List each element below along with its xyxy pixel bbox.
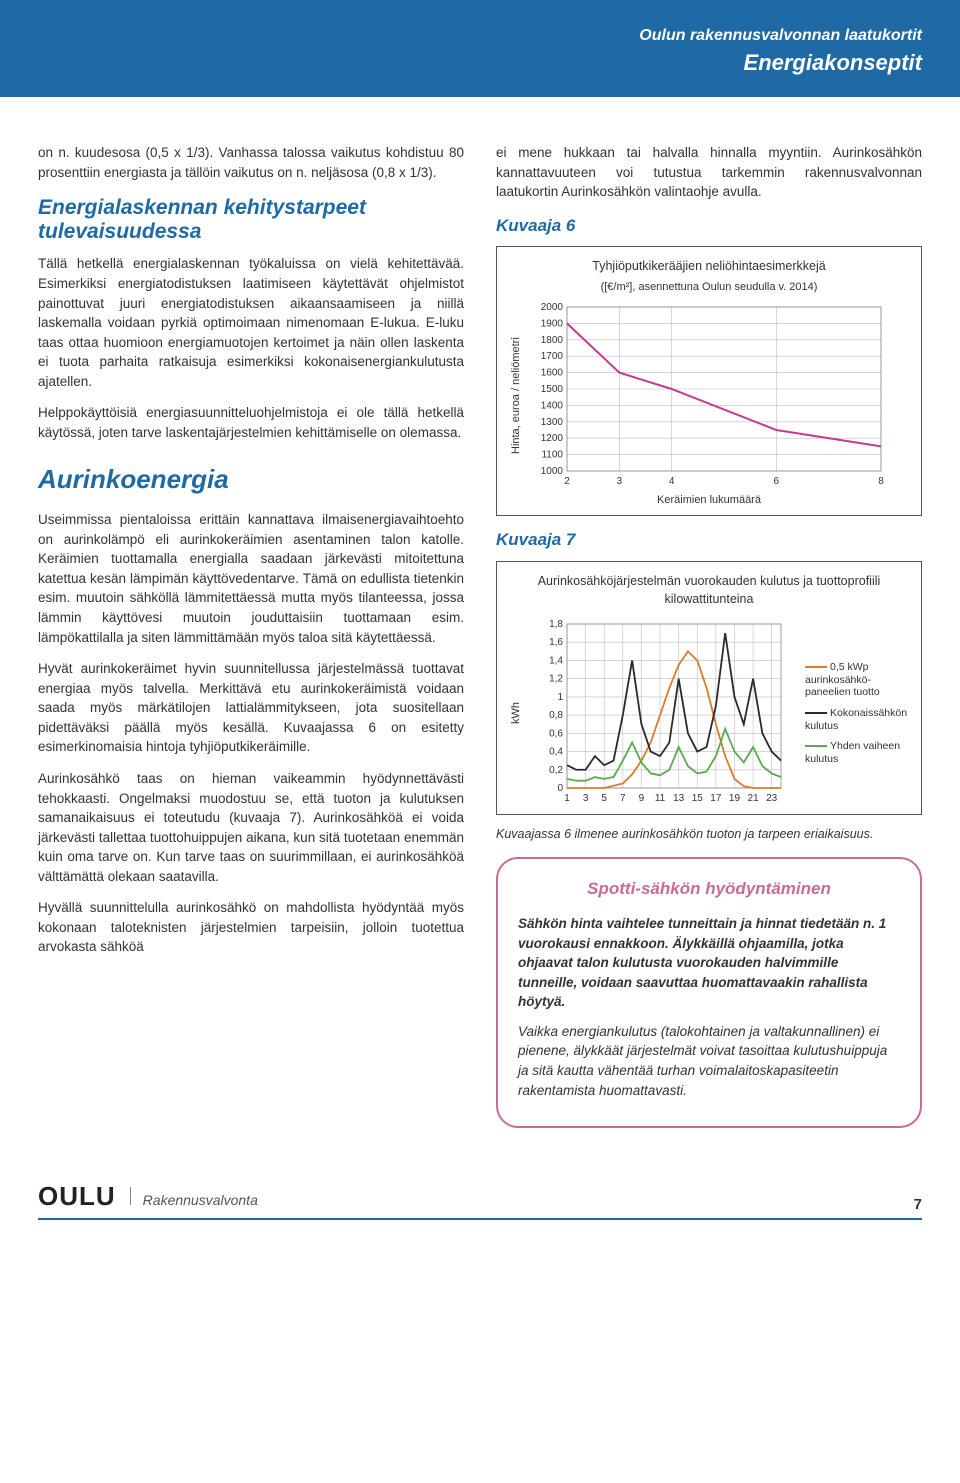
callout-paragraph: Sähkön hinta vaihtelee tunneittain ja hi… [518,914,900,1012]
svg-text:0,4: 0,4 [549,747,563,758]
svg-text:13: 13 [673,793,685,804]
chart7-container: Aurinkosähköjärjestelmän vuorokauden kul… [496,561,922,815]
svg-text:1,2: 1,2 [549,674,563,685]
svg-text:15: 15 [692,793,704,804]
svg-text:1: 1 [564,793,570,804]
body-paragraph: Aurinkosähkö taas on hieman vaikeammin h… [38,769,464,886]
legend-item: 0,5 kWp aurinkosähkö-paneelien tuotto [805,661,911,699]
svg-text:1000: 1000 [541,466,564,477]
svg-text:17: 17 [710,793,722,804]
svg-text:8: 8 [878,476,884,487]
chart6-xlabel: Keräimien lukumäärä [507,493,911,509]
svg-text:23: 23 [766,793,778,804]
svg-text:19: 19 [729,793,741,804]
body-paragraph: ei mene hukkaan tai halvalla hinnalla my… [496,143,922,202]
svg-text:6: 6 [773,476,779,487]
left-column: on n. kuudesosa (0,5 x 1/3). Vanhassa ta… [38,143,464,1128]
header-band: Oulun rakennusvalvonnan laatukortit Ener… [0,0,960,97]
svg-text:0,8: 0,8 [549,710,563,721]
svg-text:1,4: 1,4 [549,656,563,667]
svg-text:1900: 1900 [541,319,564,330]
chart7-plot: 00,20,40,60,811,21,41,61,813579111315171… [527,618,801,808]
legend-item: Yhden vaiheen kulutus [805,740,911,765]
svg-text:1200: 1200 [541,434,564,445]
callout-paragraph: Vaikka energiankulutus (talokohtainen ja… [518,1022,900,1100]
svg-text:3: 3 [616,476,622,487]
svg-text:1,8: 1,8 [549,619,563,630]
chart6-plot: 1000 1100 1200 1300 1400 1500 1600 1700 1800 1900… [527,301,911,491]
page-body: on n. kuudesosa (0,5 x 1/3). Vanhassa ta… [0,143,960,1250]
legend-item: Kokonaissähkön kulutus [805,707,911,732]
svg-text:4: 4 [669,476,675,487]
svg-text:1300: 1300 [541,417,564,428]
svg-text:1700: 1700 [541,352,564,363]
body-paragraph: Hyvällä suunnittelulla aurinkosähkö on m… [38,898,464,957]
header-title: Energiakonseptit [38,47,922,79]
chart-caption: Kuvaajassa 6 ilmenee aurinkosähkön tuoto… [496,825,922,843]
svg-text:0,2: 0,2 [549,765,563,776]
svg-text:11: 11 [655,793,666,804]
right-column: ei mene hukkaan tai halvalla hinnalla my… [496,143,922,1128]
chart6-ylabel: Hinta, euroa / neliömetri [507,301,527,491]
chart-heading: Kuvaaja 7 [496,528,922,553]
section-heading: Energialaskennan kehitystarpeet tulevais… [38,196,464,244]
body-paragraph: Helppokäyttöisiä energiasuunnitteluohjel… [38,403,464,442]
footer-logo: OULU [38,1178,116,1216]
chart7-ylabel: kWh [507,618,527,808]
svg-text:7: 7 [620,793,626,804]
chart6-subtitle: ([€/m²], asennettuna Oulun seudulla v. 2… [507,280,911,296]
svg-text:1800: 1800 [541,335,564,346]
page-number: 7 [914,1194,922,1216]
svg-text:1400: 1400 [541,401,564,412]
svg-text:3: 3 [583,793,589,804]
header-subtitle: Oulun rakennusvalvonnan laatukortit [38,24,922,47]
section-heading-large: Aurinkoenergia [38,461,464,499]
chart6-container: Tyhjiöputkikerääjien neliöhintaesimerkke… [496,246,922,516]
svg-text:0,6: 0,6 [549,729,563,740]
svg-text:1100: 1100 [541,450,563,461]
body-paragraph: Hyvät aurinkokeräimet hyvin suunnitellus… [38,659,464,757]
svg-text:21: 21 [747,793,759,804]
svg-text:5: 5 [601,793,607,804]
body-paragraph: Tällä hetkellä energialaskennan työkalui… [38,254,464,391]
svg-text:1500: 1500 [541,384,564,395]
chart7-title: Aurinkosähköjärjestelmän vuorokauden kul… [507,572,911,614]
chart-heading: Kuvaaja 6 [496,214,922,239]
body-paragraph: on n. kuudesosa (0,5 x 1/3). Vanhassa ta… [38,143,464,182]
svg-text:2: 2 [564,476,570,487]
svg-text:2000: 2000 [541,302,564,313]
svg-text:9: 9 [639,793,645,804]
svg-text:1600: 1600 [541,368,564,379]
svg-text:0: 0 [557,783,563,794]
footer-unit: Rakennusvalvonta [143,1190,258,1210]
chart7-legend: 0,5 kWp aurinkosähkö-paneelien tuotto Kok… [801,618,911,808]
page-footer: OULU Rakennusvalvonta 7 [38,1178,922,1220]
svg-text:1,6: 1,6 [549,638,563,649]
callout-box: Spotti-sähkön hyödyntäminen Sähkön hinta… [496,857,922,1128]
svg-text:1: 1 [557,692,563,703]
callout-title: Spotti-sähkön hyödyntäminen [518,877,900,902]
body-paragraph: Useimmissa pientaloissa erittäin kannatt… [38,510,464,647]
footer-divider [130,1187,131,1205]
chart6-title: Tyhjiöputkikerääjien neliöhintaesimerkke… [507,257,911,275]
